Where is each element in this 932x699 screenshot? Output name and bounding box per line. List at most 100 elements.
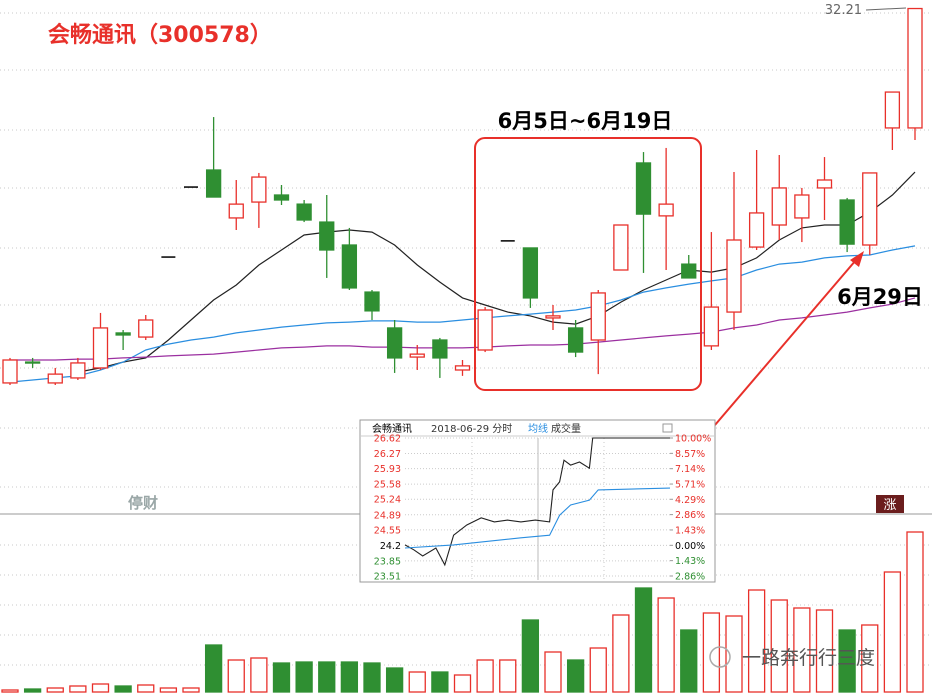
volume-bar — [793, 607, 811, 693]
candle-body — [771, 187, 787, 226]
candle-body — [409, 353, 425, 358]
volume-bar — [431, 671, 449, 693]
y2-tick-label: 4.29% — [675, 495, 705, 506]
volume-bar — [340, 661, 359, 693]
intraday-line — [404, 487, 671, 549]
y-tick-label: 25.93 — [374, 464, 401, 475]
volume-bar — [725, 615, 743, 693]
y-tick-label: 25.24 — [374, 495, 401, 506]
highlight-box — [474, 137, 702, 391]
candle-body — [658, 203, 674, 217]
y2-tick-label: 7.14% — [675, 464, 705, 475]
moving-average — [77, 171, 916, 373]
candle-body — [839, 199, 855, 245]
candle-body — [2, 359, 18, 384]
day-label: 6月29日 — [837, 285, 923, 309]
intraday-line — [404, 437, 670, 567]
candle-body — [228, 203, 244, 219]
candle-body — [522, 247, 539, 299]
volume-bar — [589, 647, 607, 693]
candle-body — [907, 7, 923, 129]
volume-bar — [747, 589, 766, 693]
candle-body — [319, 221, 335, 251]
volume-bar — [250, 657, 268, 693]
volume-bar — [295, 661, 313, 693]
inset: 会畅通讯 2018-06-29 分时 均线 成交量 — [359, 419, 716, 583]
y2-tick-label: 1.43% — [675, 525, 705, 536]
inset-extra-label: 成交量 — [551, 422, 581, 435]
candle-body — [454, 365, 471, 371]
volume-bar — [521, 619, 540, 693]
volume-bar — [476, 659, 494, 693]
high-pointer — [865, 7, 907, 11]
volume-bar — [634, 587, 653, 693]
y-tick-label: 24.55 — [374, 525, 401, 536]
volume-panel — [1, 531, 924, 693]
moving-average — [10, 297, 916, 361]
y2-tick-label: 10.00% — [675, 434, 711, 445]
candle-body — [386, 327, 403, 359]
candle-body — [138, 319, 154, 338]
y-tick-label: 23.51 — [374, 572, 401, 583]
volume-bar — [838, 629, 856, 693]
volume-bar — [46, 687, 64, 693]
moving-average — [9, 245, 916, 383]
arrow — [714, 259, 857, 426]
volume-bar — [159, 687, 178, 693]
volume-bar — [453, 674, 472, 693]
badge-box — [876, 495, 904, 513]
volume-bar — [770, 599, 788, 693]
period-label: 6月5日~6月19日 — [498, 109, 673, 133]
candle-body — [703, 306, 720, 347]
candle-body — [681, 263, 697, 279]
logo: 停财 — [128, 494, 158, 512]
volume-bar — [612, 614, 630, 693]
y2-tick-label: 5.71% — [675, 480, 705, 491]
volume-bar — [363, 662, 381, 693]
inset-title: 会畅通讯 — [372, 422, 412, 435]
volume-bar — [544, 651, 562, 693]
y-tick-label: 26.27 — [374, 449, 401, 460]
volume-bar — [272, 662, 291, 693]
candle-body — [613, 224, 629, 271]
inset-icon — [662, 423, 673, 433]
volume-bar — [182, 687, 200, 693]
candle-body — [47, 373, 63, 384]
candle-body — [794, 194, 810, 219]
y-tick-label: 24.2 — [380, 541, 401, 552]
candle-body — [726, 239, 742, 313]
candle-body — [545, 315, 561, 319]
candle-body — [590, 292, 606, 341]
chart-title: 会畅通讯（300578） — [48, 22, 272, 48]
volume-bar — [680, 629, 698, 693]
badge: 涨 — [883, 498, 896, 513]
candle-body — [884, 91, 901, 129]
volume-bar — [114, 685, 132, 693]
candle-body — [70, 362, 86, 379]
candle-body — [296, 203, 312, 221]
volume-bar — [385, 667, 404, 693]
price-panel — [2, 7, 923, 385]
y2-tick-label: 1.43% — [675, 556, 705, 567]
y-tick-label: 24.89 — [374, 510, 401, 521]
y-tick-label: 26.62 — [374, 434, 401, 445]
volume-bar — [861, 624, 879, 693]
candle-body — [115, 332, 131, 336]
volume-bar — [1, 689, 19, 693]
candle-body — [92, 327, 109, 369]
volume-bar — [657, 597, 675, 693]
candle-body — [567, 327, 584, 353]
volume-bar — [318, 661, 336, 693]
volume-bar — [408, 671, 426, 693]
candle-body — [432, 339, 448, 359]
legend-entry: 均线 — [528, 422, 548, 435]
volume-bar — [69, 685, 87, 693]
watermark-text: 一路奔行行三度 — [742, 647, 875, 669]
inset-plot: 26.62 26.27 25.93 25.58 25.24 24.89 24.55 24.2 2… — [374, 434, 711, 583]
candle-body — [816, 179, 833, 189]
y2-tick-label: 2.86% — [675, 510, 705, 521]
y-tick-label: 25.58 — [374, 480, 401, 491]
candle-body — [205, 169, 222, 198]
